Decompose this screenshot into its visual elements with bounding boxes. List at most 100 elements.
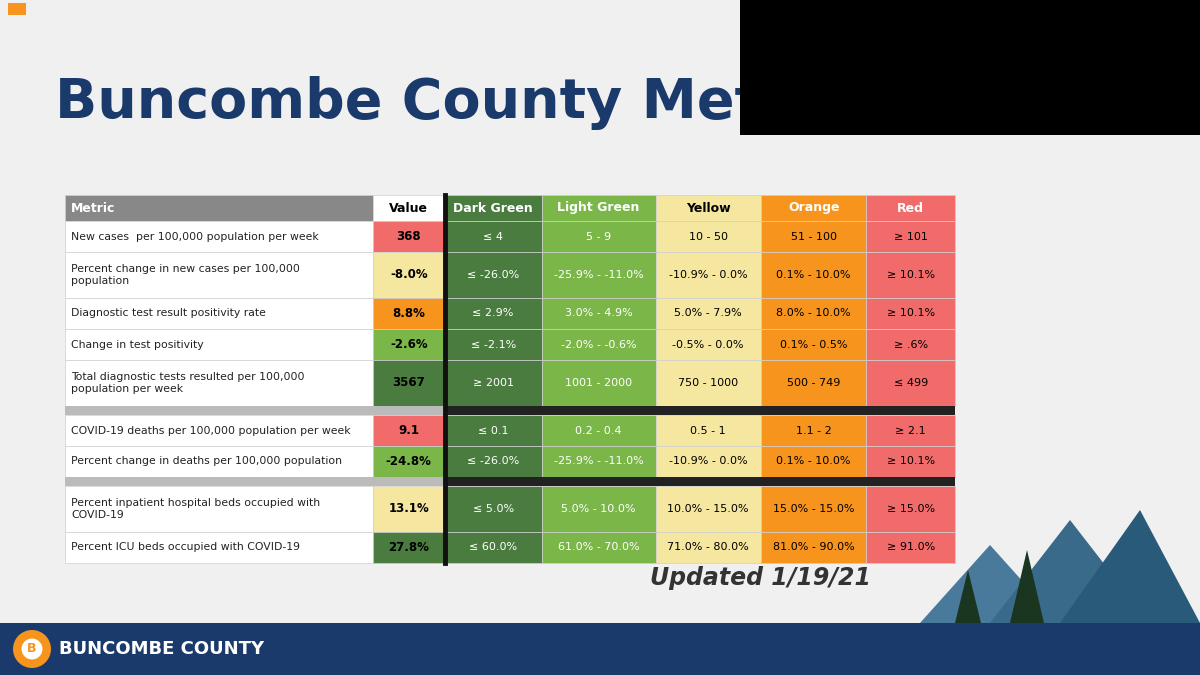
Text: BUNCOMBE COUNTY: BUNCOMBE COUNTY [59, 640, 264, 658]
Text: 5.0% - 10.0%: 5.0% - 10.0% [562, 504, 636, 514]
Text: -25.9% - -11.0%: -25.9% - -11.0% [553, 456, 643, 466]
Bar [866, 360, 955, 406]
Bar [65, 221, 373, 252]
Circle shape [13, 630, 50, 668]
Bar [866, 446, 955, 477]
Bar [655, 195, 761, 221]
Text: 15.0% - 15.0%: 15.0% - 15.0% [773, 504, 854, 514]
Bar [65, 360, 373, 406]
Text: COVID-19 deaths per 100,000 population per week: COVID-19 deaths per 100,000 population p… [71, 425, 350, 435]
Text: 5.0% - 7.9%: 5.0% - 7.9% [674, 308, 742, 319]
Polygon shape [1010, 550, 1044, 623]
Text: ≥ 2001: ≥ 2001 [473, 378, 514, 388]
Bar [866, 298, 955, 329]
Bar [373, 486, 445, 532]
Text: New cases  per 100,000 population per week: New cases per 100,000 population per wee… [71, 232, 319, 242]
Bar [761, 532, 866, 563]
Bar [655, 221, 761, 252]
Bar [541, 252, 655, 298]
Bar [373, 221, 445, 252]
Bar [541, 195, 655, 221]
Bar [655, 486, 761, 532]
Text: 3567: 3567 [392, 377, 425, 389]
Text: 9.1: 9.1 [398, 424, 419, 437]
Bar [761, 446, 866, 477]
Text: 5 - 9: 5 - 9 [586, 232, 611, 242]
Text: ≤ 60.0%: ≤ 60.0% [469, 543, 517, 553]
Text: 500 - 749: 500 - 749 [787, 378, 840, 388]
Text: ≥ 10.1%: ≥ 10.1% [887, 270, 935, 280]
Bar [445, 477, 955, 486]
Text: 10.0% - 15.0%: 10.0% - 15.0% [667, 504, 749, 514]
Bar [65, 446, 373, 477]
Text: ≤ -26.0%: ≤ -26.0% [467, 456, 520, 466]
Bar [65, 298, 373, 329]
Text: ≤ 5.0%: ≤ 5.0% [473, 504, 514, 514]
Text: ≥ 10.1%: ≥ 10.1% [887, 308, 935, 319]
Text: Total diagnostic tests resulted per 100,000
population per week: Total diagnostic tests resulted per 100,… [71, 372, 305, 394]
Text: 1001 - 2000: 1001 - 2000 [565, 378, 632, 388]
Bar [866, 486, 955, 532]
Text: 0.1% - 0.5%: 0.1% - 0.5% [780, 340, 847, 350]
Text: 0.5 - 1: 0.5 - 1 [690, 425, 726, 435]
Text: Buncombe County Metrics: Buncombe County Metrics [55, 76, 874, 130]
Bar [866, 195, 955, 221]
Text: ≤ 499: ≤ 499 [894, 378, 928, 388]
Text: Percent ICU beds occupied with COVID-19: Percent ICU beds occupied with COVID-19 [71, 543, 300, 553]
Bar [445, 532, 541, 563]
Polygon shape [920, 545, 1060, 623]
Bar [761, 486, 866, 532]
Bar [541, 329, 655, 360]
Bar [8, 3, 26, 15]
Text: -25.9% - -11.0%: -25.9% - -11.0% [553, 270, 643, 280]
Bar [373, 252, 445, 298]
Bar [541, 221, 655, 252]
Bar [445, 329, 541, 360]
Text: Orange: Orange [788, 202, 840, 215]
Bar [866, 221, 955, 252]
Text: ≥ 10.1%: ≥ 10.1% [887, 456, 935, 466]
Text: Metric: Metric [71, 202, 115, 215]
Bar [761, 329, 866, 360]
Bar [655, 298, 761, 329]
Text: Change in test positivity: Change in test positivity [71, 340, 204, 350]
Bar [866, 532, 955, 563]
Text: 10 - 50: 10 - 50 [689, 232, 727, 242]
Bar [65, 486, 373, 532]
Text: ≤ 0.1: ≤ 0.1 [478, 425, 509, 435]
Bar [655, 360, 761, 406]
Bar [373, 298, 445, 329]
Text: Percent change in deaths per 100,000 population: Percent change in deaths per 100,000 pop… [71, 456, 342, 466]
Bar [65, 406, 445, 415]
Text: Diagnostic test result positivity rate: Diagnostic test result positivity rate [71, 308, 266, 319]
Bar [445, 252, 541, 298]
Text: -10.9% - 0.0%: -10.9% - 0.0% [668, 270, 748, 280]
Bar [655, 532, 761, 563]
Bar [541, 298, 655, 329]
Text: 81.0% - 90.0%: 81.0% - 90.0% [773, 543, 854, 553]
Text: -10.9% - 0.0%: -10.9% - 0.0% [668, 456, 748, 466]
Bar [866, 329, 955, 360]
Text: Yellow: Yellow [686, 202, 731, 215]
Bar [541, 446, 655, 477]
Text: 71.0% - 80.0%: 71.0% - 80.0% [667, 543, 749, 553]
Text: ≤ 4: ≤ 4 [484, 232, 503, 242]
Bar [655, 252, 761, 298]
Text: 61.0% - 70.0%: 61.0% - 70.0% [558, 543, 640, 553]
Bar [655, 446, 761, 477]
Text: ≥ 15.0%: ≥ 15.0% [887, 504, 935, 514]
Text: Light Green: Light Green [557, 202, 640, 215]
Text: Percent change in new cases per 100,000
population: Percent change in new cases per 100,000 … [71, 264, 300, 286]
Text: ≥ 91.0%: ≥ 91.0% [887, 543, 935, 553]
Polygon shape [955, 570, 982, 623]
Text: Percent inpatient hospital beds occupied with
COVID-19: Percent inpatient hospital beds occupied… [71, 497, 320, 520]
Bar [0, 623, 1200, 675]
Text: 0.1% - 10.0%: 0.1% - 10.0% [776, 270, 851, 280]
Bar [866, 415, 955, 446]
Bar [65, 415, 373, 446]
Text: -2.6%: -2.6% [390, 338, 427, 351]
Text: 13.1%: 13.1% [389, 502, 430, 516]
Bar [445, 415, 541, 446]
Bar [541, 532, 655, 563]
Bar [761, 360, 866, 406]
